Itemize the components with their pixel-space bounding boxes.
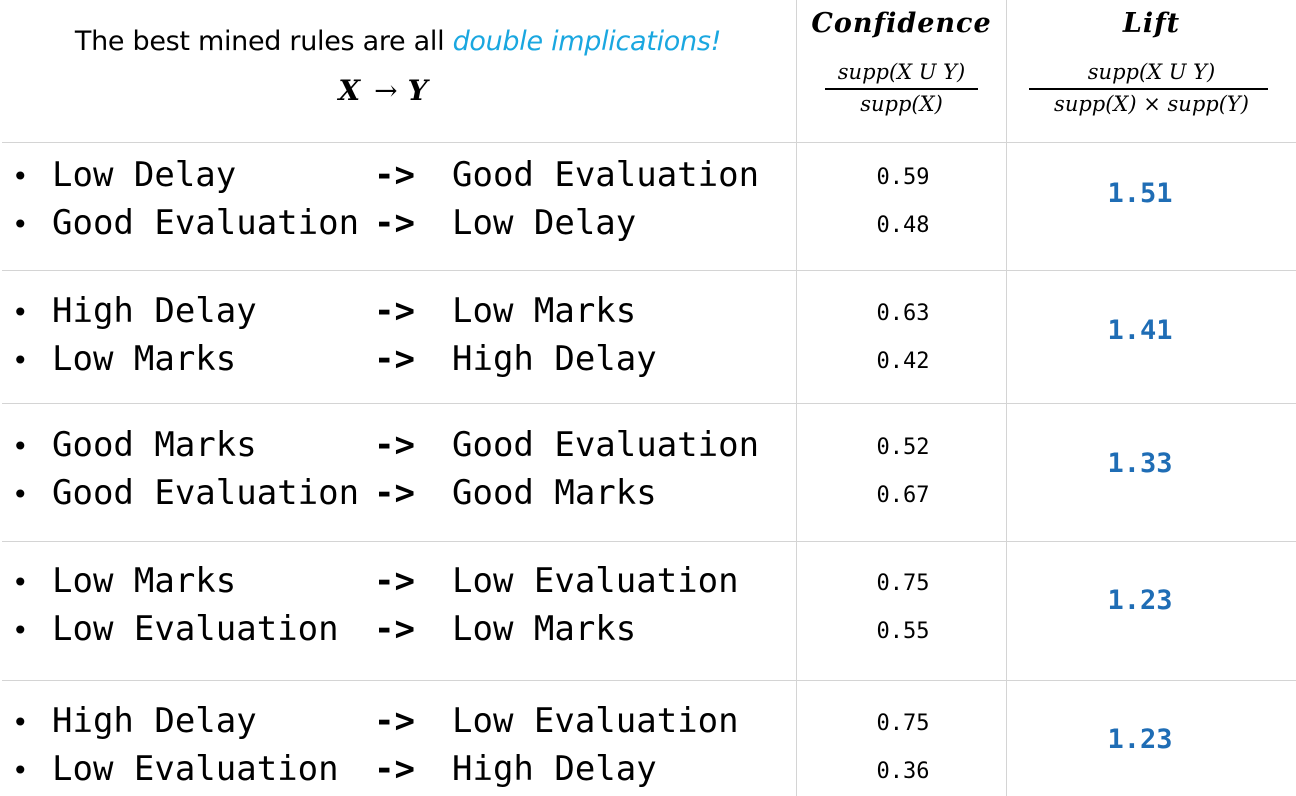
bullet-icon: • (12, 706, 29, 739)
row-divider (2, 270, 1296, 271)
table-row: • Low Marks -> Low Evaluation • Low Evaluati… (0, 557, 1296, 695)
bullet-icon: • (12, 754, 29, 787)
column-divider (796, 0, 797, 796)
rule-antecedent: Low Evaluation (52, 609, 339, 649)
lift-heading: Lift (1122, 8, 1181, 39)
table-header: The best mined rules are all double impl… (0, 0, 1296, 142)
rule-consequent: High Delay (452, 749, 657, 789)
rule-consequent: Good Marks (452, 473, 657, 513)
rule-antecedent: Low Marks (52, 339, 237, 379)
implication-arrow: -> (374, 749, 415, 789)
rule-antecedent: Low Marks (52, 561, 237, 601)
implication-arrow: -> (374, 203, 415, 243)
confidence-value: 0.59 (876, 165, 930, 190)
rule-line: • Low Delay -> Good Evaluation (12, 151, 759, 199)
rule-line: • High Delay -> Low Marks (12, 287, 636, 335)
rule-antecedent: High Delay (52, 701, 257, 741)
lift-value: 1.33 (1107, 448, 1173, 479)
confidence-value: 0.42 (876, 349, 930, 374)
row-divider (2, 142, 1296, 143)
lift-value: 1.23 (1107, 724, 1173, 755)
lift-formula: supp(X U Y) supp(X) × supp(Y) (1007, 60, 1296, 116)
bullet-icon: • (12, 208, 29, 241)
bullet-icon: • (12, 344, 29, 377)
rule-consequent: Low Delay (452, 203, 637, 243)
bullet-icon: • (12, 296, 29, 329)
implication-arrow: -> (374, 473, 415, 513)
rule-line: • Low Evaluation -> High Delay (12, 745, 657, 793)
rule-line: • Good Evaluation -> Good Marks (12, 469, 657, 517)
rule-line: • Low Marks -> High Delay (12, 335, 657, 383)
rule-line: • Good Evaluation -> Low Delay (12, 199, 636, 247)
confidence-value: 0.75 (876, 571, 930, 596)
rule-line: • Low Marks -> Low Evaluation (12, 557, 739, 605)
table-row: • Low Delay -> Good Evaluation • Good Evalua… (0, 151, 1296, 289)
rule-antecedent: Good Marks (52, 425, 257, 465)
implication-arrow: -> (374, 561, 415, 601)
rule-form: X → Y (0, 74, 766, 107)
confidence-value: 0.63 (876, 301, 930, 326)
confidence-value: 0.75 (876, 711, 930, 736)
subtitle-accent: double implications! (452, 26, 722, 57)
rule-arrow: → (374, 74, 398, 107)
confidence-denominator: supp(X) (860, 92, 943, 116)
table-row: • High Delay -> Low Evaluation • Low Evaluat… (0, 697, 1296, 796)
confidence-value: 0.67 (876, 483, 930, 508)
rule-consequent: Good Evaluation (452, 155, 760, 195)
lift-denominator: supp(X) × supp(Y) (1054, 92, 1249, 116)
subtitle: The best mined rules are all double impl… (0, 26, 796, 57)
confidence-value: 0.52 (876, 435, 930, 460)
implication-arrow: -> (374, 291, 415, 331)
table-row: • Good Marks -> Good Evaluation • Good Evalu… (0, 421, 1296, 559)
lift-value: 1.41 (1107, 315, 1173, 346)
table-row: • High Delay -> Low Marks • Low Marks -> High … (0, 287, 1296, 425)
confidence-value: 0.48 (876, 213, 930, 238)
lift-value: 1.51 (1107, 178, 1173, 209)
rule-line: • High Delay -> Low Evaluation (12, 697, 739, 745)
rule-consequent: High Delay (452, 339, 657, 379)
confidence-formula: supp(X U Y) supp(X) (797, 60, 1006, 116)
rule-consequent: Low Evaluation (452, 561, 739, 601)
rule-x: X (338, 74, 361, 107)
column-divider (1006, 0, 1007, 796)
row-divider (2, 680, 1296, 681)
rule-consequent: Low Marks (452, 609, 637, 649)
rule-antecedent: High Delay (52, 291, 257, 331)
fraction-bar (1029, 88, 1268, 90)
subtitle-text: The best mined rules are all (74, 26, 453, 57)
rule-consequent: Low Evaluation (452, 701, 739, 741)
implication-arrow: -> (374, 701, 415, 741)
lift-numerator: supp(X U Y) (1087, 60, 1216, 84)
lift-value: 1.23 (1107, 585, 1173, 616)
rule-consequent: Low Marks (452, 291, 637, 331)
rule-antecedent: Low Evaluation (52, 749, 339, 789)
rule-y: Y (407, 74, 428, 107)
bullet-icon: • (12, 430, 29, 463)
confidence-numerator: supp(X U Y) (837, 60, 966, 84)
implication-arrow: -> (374, 425, 415, 465)
fraction-bar (825, 88, 978, 90)
row-divider (2, 541, 1296, 542)
bullet-icon: • (12, 478, 29, 511)
implication-arrow: -> (374, 155, 415, 195)
confidence-heading: Confidence (811, 8, 992, 39)
bullet-icon: • (12, 160, 29, 193)
rule-consequent: Good Evaluation (452, 425, 760, 465)
confidence-value: 0.55 (876, 619, 930, 644)
rule-line: • Low Evaluation -> Low Marks (12, 605, 636, 653)
bullet-icon: • (12, 566, 29, 599)
rule-antecedent: Low Delay (52, 155, 237, 195)
confidence-value: 0.36 (876, 759, 930, 784)
rule-antecedent: Good Evaluation (52, 473, 360, 513)
bullet-icon: • (12, 614, 29, 647)
row-divider (2, 403, 1296, 404)
implication-arrow: -> (374, 609, 415, 649)
implication-arrow: -> (374, 339, 415, 379)
rule-line: • Good Marks -> Good Evaluation (12, 421, 759, 469)
rule-antecedent: Good Evaluation (52, 203, 360, 243)
